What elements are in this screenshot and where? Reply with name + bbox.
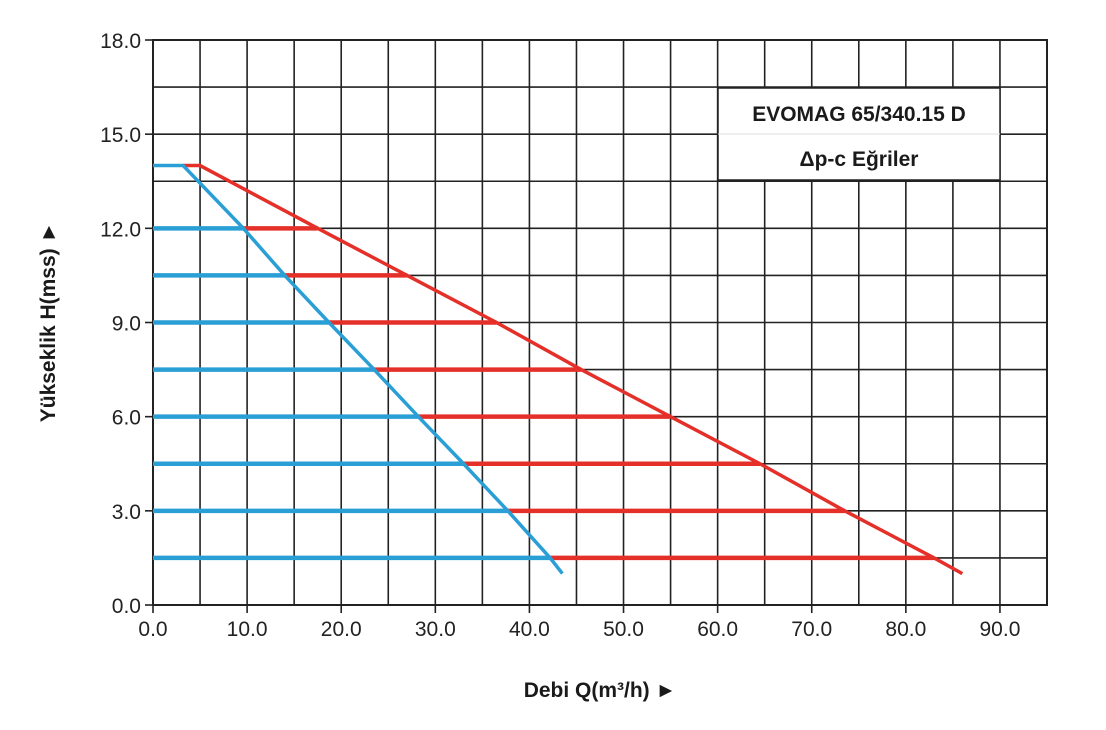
ticks: 0.0 10.0 20.0 30.0 40.0 50.0 60.0 70.0 80.0 90.0 0… <box>100 30 1020 641</box>
legend-box: EVOMAG 65/340.15 D Δp-c Eğriler <box>717 87 1001 181</box>
max-curve-line <box>183 163 964 576</box>
x-tick-label: 70.0 <box>791 618 832 641</box>
y-axis-label: Yükseklik H(mss) ► <box>37 222 60 423</box>
x-tick-label: 80.0 <box>885 618 926 641</box>
min-curve-line <box>153 163 564 575</box>
chart-subtitle: Δp-c Eğriler <box>800 148 919 171</box>
x-tick-label: 0.0 <box>138 618 167 641</box>
y-tick-label: 18.0 <box>100 30 141 53</box>
y-tick-label: 6.0 <box>112 407 141 430</box>
x-axis-label: Debi Q(m³/h) ► <box>524 679 677 702</box>
y-tick-label: 9.0 <box>112 313 141 336</box>
y-tick-label: 12.0 <box>100 218 141 241</box>
y-tick-label: 15.0 <box>100 124 141 147</box>
x-tick-label: 30.0 <box>415 618 456 641</box>
chart-title: EVOMAG 65/340.15 D <box>752 103 966 126</box>
x-tick-label: 60.0 <box>697 618 738 641</box>
x-tick-label: 40.0 <box>509 618 550 641</box>
y-tick-label: 3.0 <box>112 501 141 524</box>
x-tick-label: 50.0 <box>603 618 644 641</box>
y-tick-label: 0.0 <box>112 595 141 618</box>
x-tick-label: 10.0 <box>227 618 268 641</box>
curves <box>153 163 964 576</box>
x-tick-label: 90.0 <box>980 618 1021 641</box>
x-tick-label: 20.0 <box>321 618 362 641</box>
